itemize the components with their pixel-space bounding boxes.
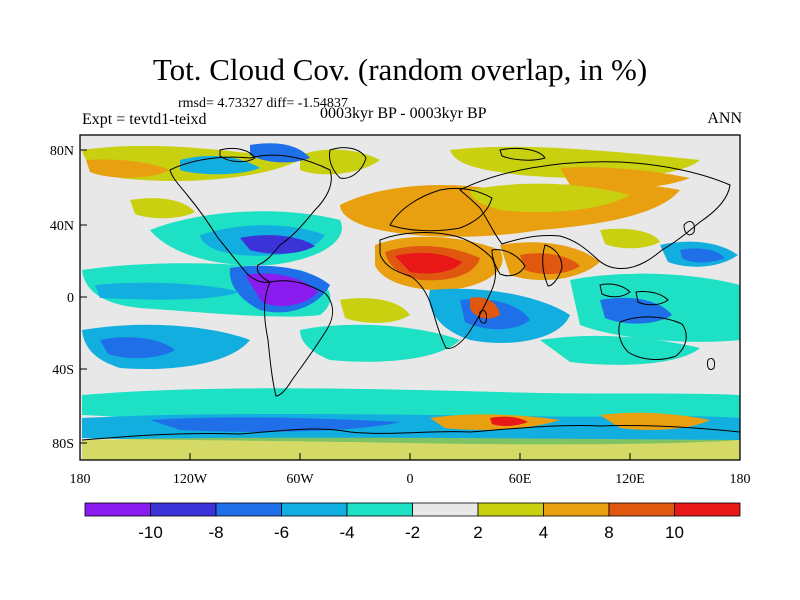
colorbar-label: 10 [665, 523, 684, 542]
y-tick-label: 80S [52, 437, 74, 452]
anomaly-region [340, 298, 410, 323]
coastline-europe [389, 187, 493, 232]
y-tick-label: 0 [67, 291, 74, 306]
x-tick-label: 60E [509, 472, 532, 487]
chart-title: Tot. Cloud Cov. (random overlap, in %) [152, 52, 648, 87]
x-tick-label: 120W [173, 472, 208, 487]
colorbar-label: -2 [405, 523, 420, 542]
season-label: ANN [707, 110, 742, 127]
anomaly-region [560, 167, 690, 190]
colorbar-swatch [346, 502, 413, 517]
y-axis: 80N 40N 0 40S 80S [50, 144, 87, 452]
coastline-madagascar [479, 309, 487, 324]
colorbar-swatch [281, 502, 348, 517]
colorbar-swatch [150, 502, 217, 517]
colorbar-label: 4 [539, 523, 548, 542]
colorbar-swatch [543, 502, 610, 517]
coastline-indonesia [635, 291, 669, 306]
coastline-south-america [264, 280, 333, 397]
anomaly-region [395, 252, 462, 274]
anomaly-region [300, 149, 380, 175]
colorbar-label: -10 [138, 523, 163, 542]
experiment-label: Expt = tevtd1-teixd [82, 111, 207, 128]
coastline-japan [683, 221, 695, 236]
anomaly-region [600, 228, 660, 249]
colorbar-swatch [608, 502, 675, 517]
coastlines [81, 147, 740, 441]
coastline-africa [379, 232, 497, 349]
anomaly-region [130, 198, 195, 219]
anomaly-region [540, 335, 700, 365]
anomaly-region [100, 337, 175, 359]
anomaly-region [95, 282, 240, 300]
anomaly-region [490, 416, 528, 427]
colorbar-label: 2 [473, 523, 482, 542]
colorbar-label: -8 [208, 523, 223, 542]
coastline-new-zealand [707, 357, 715, 371]
colorbar-swatch [674, 502, 741, 517]
y-tick-label: 40S [52, 363, 74, 378]
coastline-arctic-islands [499, 147, 546, 161]
coastline-arabia [491, 249, 526, 277]
y-tick-label: 80N [50, 144, 74, 159]
x-tick-label: 120E [615, 472, 645, 487]
colorbar-swatch [412, 502, 479, 517]
coastline-antarctica [81, 424, 740, 441]
anomaly-region [86, 159, 170, 178]
anomaly-region [245, 273, 318, 307]
coastline-asia [459, 161, 731, 269]
anomaly-region [470, 183, 630, 213]
anomaly-region [300, 324, 460, 362]
anomaly-region [82, 437, 740, 460]
x-tick-label: 180 [730, 472, 751, 487]
x-tick-label: 60W [286, 472, 314, 487]
coastline-arctic-islands [219, 147, 256, 163]
coastline-north-america [169, 154, 332, 283]
x-axis: 180 120W 60W 0 60E 120E 180 [70, 453, 751, 487]
anomaly-region [82, 388, 740, 423]
coastline-australia [618, 316, 687, 360]
stats-label: rmsd= 4.73327 diff= -1.54837 [178, 96, 348, 111]
anomaly-region [520, 253, 580, 275]
colorbar-label: -4 [339, 523, 354, 542]
period-label: 0003kyr BP - 0003kyr BP [320, 105, 487, 122]
coastline-india [542, 244, 563, 287]
y-tick-label: 40N [50, 219, 74, 234]
anomaly-region [150, 417, 400, 432]
colorbar-label: -6 [274, 523, 289, 542]
colorbar-swatch [477, 502, 544, 517]
anomaly-region [680, 248, 725, 263]
colorbar-label: 8 [604, 523, 613, 542]
coastline-greenland [329, 147, 367, 179]
x-tick-label: 0 [407, 472, 414, 487]
x-tick-label: 180 [70, 472, 91, 487]
coastline-indonesia [599, 283, 631, 298]
anomaly-region [470, 297, 500, 319]
anomaly-field [82, 143, 740, 460]
colorbar-swatch [84, 502, 151, 517]
anomaly-region [240, 235, 315, 254]
colorbar: -10 -8 -6 -4 -2 2 4 8 10 [84, 502, 741, 542]
colorbar-swatch [215, 502, 282, 517]
